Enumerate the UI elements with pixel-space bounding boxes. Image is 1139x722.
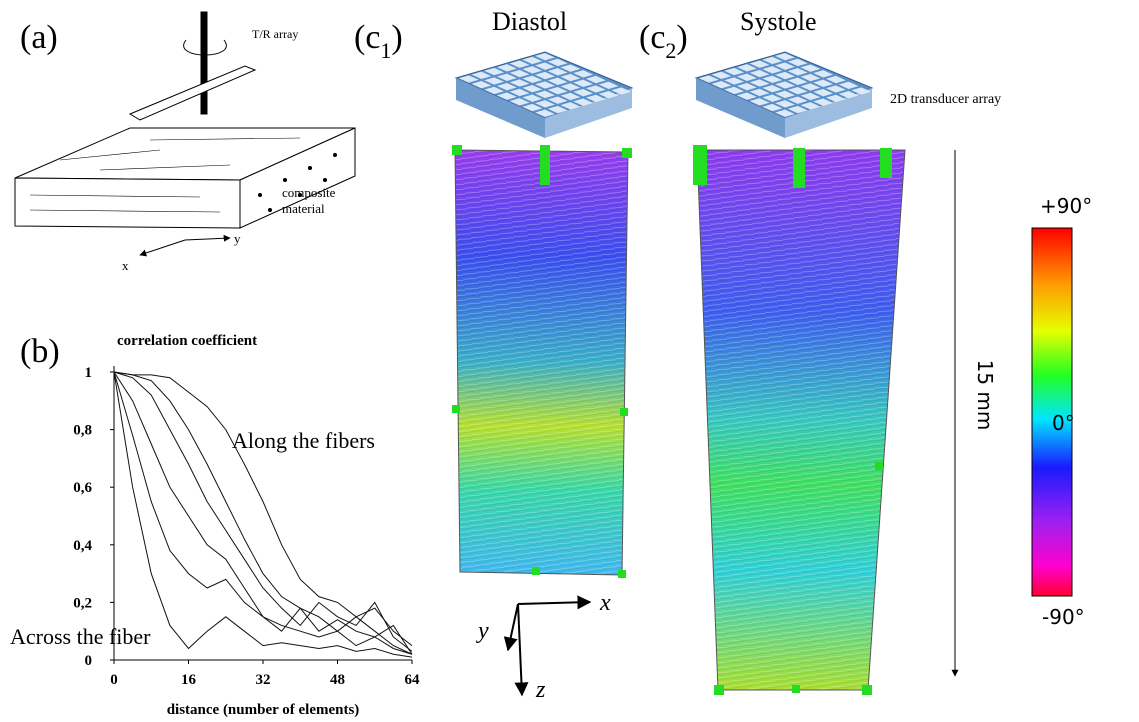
- x-tick-label: 0: [110, 672, 118, 688]
- colorbar-label: -90°: [1042, 605, 1085, 629]
- material-label: composite: [282, 185, 336, 200]
- y-axis-title: correlation coefficient: [117, 333, 257, 349]
- x-axis-title: distance (number of elements): [167, 702, 360, 718]
- line: [114, 372, 412, 651]
- y-tick-label: 0: [85, 653, 93, 669]
- axis-label: z: [535, 677, 546, 703]
- axis-label: y: [476, 618, 489, 644]
- chart: 0 0,2 0,4 0,6 0,8 1 0 16 32 48 64 correlation coeff…: [10, 333, 420, 718]
- transducer: [456, 52, 872, 138]
- axis-label: y: [234, 231, 241, 246]
- fiber-volume: [452, 145, 905, 695]
- depth-label: 15 mm: [973, 360, 997, 431]
- y-tick-label: 0,8: [73, 423, 92, 439]
- panel-label: (c1): [354, 19, 403, 63]
- axis-label: x: [599, 590, 611, 616]
- array-label: T/R array: [252, 27, 298, 41]
- axes-triad: [508, 602, 590, 695]
- line: [114, 372, 412, 646]
- y-tick-label: 0,6: [73, 480, 92, 496]
- panel-title: Systole: [740, 7, 817, 36]
- x-tick-label: 32: [256, 672, 271, 688]
- y-tick-label: 0,4: [73, 538, 92, 554]
- panel-label: (b): [20, 333, 60, 370]
- y-tick-label: 1: [85, 365, 93, 381]
- colorbar-label: 0°: [1052, 411, 1075, 435]
- panel-label: (c2): [639, 19, 688, 63]
- x-tick-label: 48: [330, 672, 345, 688]
- panel-label: (a): [20, 19, 58, 56]
- panel-title: Diastol: [492, 7, 567, 36]
- line: [114, 372, 412, 657]
- x-tick-label: 16: [181, 672, 197, 688]
- sketch-a: [15, 12, 355, 255]
- transducer-label: 2D transducer array: [890, 92, 1001, 107]
- material-label: material: [282, 201, 325, 216]
- x-tick-label: 64: [405, 672, 421, 688]
- annotation: Along the fibers: [232, 428, 375, 453]
- axis-label: x: [122, 258, 129, 273]
- colorbar-label: +90°: [1040, 194, 1092, 218]
- figure: (a) T/R array composite material x y (b)…: [0, 0, 1139, 722]
- y-tick-label: 0,2: [73, 595, 92, 611]
- annotation: Across the fiber: [10, 624, 151, 649]
